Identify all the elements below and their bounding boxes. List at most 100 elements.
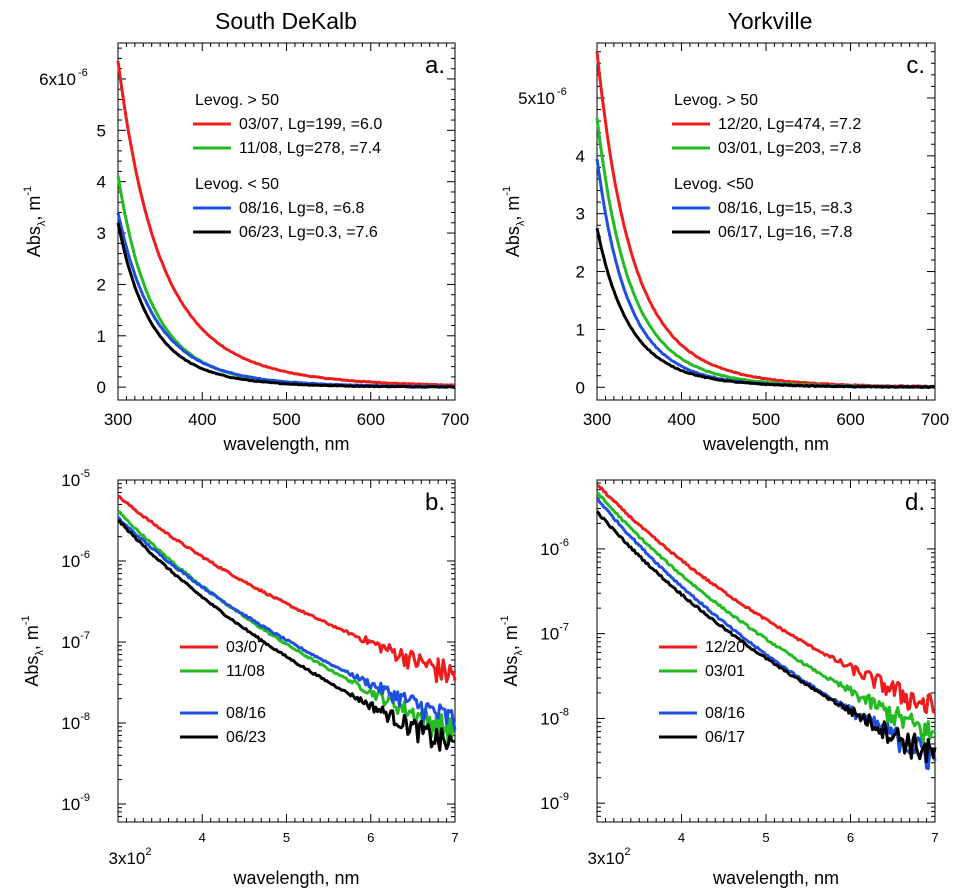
legend-group-title: Levog. > 50 — [674, 92, 758, 109]
y-axis-ticks — [118, 479, 455, 823]
legend-item-label: 08/16 — [226, 705, 266, 722]
legend-item-label: 08/16, Lg=15, =8.3 — [718, 200, 852, 217]
x-tick-label: 600 — [357, 410, 385, 429]
legend: 12/20 03/01 08/16 06/17 — [659, 639, 745, 746]
y-tick-label: 10-7 — [540, 622, 569, 644]
legend-group-title: Levog. <50 — [674, 176, 754, 193]
y-tick-label: 3 — [97, 224, 106, 243]
y-tick-label: 10-5 — [61, 468, 90, 490]
legend-item-label: 03/07 — [226, 639, 266, 656]
legend-item-label: 03/01, Lg=203, =7.8 — [718, 140, 861, 157]
legend-item-label: 06/17, Lg=16, =7.8 — [718, 224, 852, 241]
y-tick-label-exp: -6 — [78, 67, 88, 79]
legend: Levog. > 50 03/07, Lg=199, =6.0 11/08, Lg=… — [193, 92, 382, 241]
series-line-03-01 — [596, 491, 936, 744]
panel-letter: d. — [905, 489, 925, 516]
x-tick-label: 700 — [441, 410, 469, 429]
legend-item-label: 06/23, Lg=0.3, =7.6 — [239, 224, 378, 241]
y-tick-label: 1 — [97, 327, 106, 346]
x-tick-label: 5 — [283, 830, 290, 845]
y-tick-label: 4 — [576, 147, 585, 166]
x-tick-label: 400 — [188, 410, 216, 429]
x-tick-label: 7 — [931, 830, 938, 845]
legend-item-label: 08/16 — [705, 705, 745, 722]
panel-letter: a. — [425, 52, 445, 79]
x-axis-title: wavelength, nm — [222, 434, 349, 454]
x-axis-ticks — [596, 480, 936, 822]
panel-b: 3x102 4 5 6 7 wavelength, nm 10-5 10-6 10-7 10-8 1… — [20, 468, 459, 888]
y-axis-title: Absλ, m-1 — [501, 186, 527, 257]
y-tick-label: 1 — [576, 320, 585, 339]
y-tick-label: 4 — [97, 173, 106, 192]
x-tick-label: 3x102 — [588, 846, 631, 868]
series-line-06-23 — [116, 222, 456, 389]
x-axis-ticks — [117, 480, 456, 822]
x-tick-label: 700 — [921, 410, 949, 429]
y-tick-label: 0 — [576, 378, 585, 397]
y-tick-label: 3 — [576, 205, 585, 224]
panel-d: 3x102 4 5 6 7 wavelength, nm 10-6 10-7 10-8 10-9 A… — [499, 479, 939, 888]
x-axis-ticks — [596, 43, 936, 400]
legend-item-label: 03/07, Lg=199, =6.0 — [239, 116, 382, 133]
y-tick-label: 10-8 — [540, 706, 569, 728]
y-axis-ticks — [597, 482, 935, 823]
x-axis-title: wavelength, nm — [232, 868, 359, 888]
series-line-06-17 — [595, 510, 937, 764]
legend-item-label: 12/20 — [705, 639, 745, 656]
site-title-left-text: South DeKalb — [215, 8, 357, 34]
y-tick-label: 5 — [97, 121, 106, 140]
y-tick-label: 10-8 — [61, 711, 90, 733]
x-tick-label: 4 — [678, 830, 685, 845]
legend-item-label: 03/01 — [705, 663, 745, 680]
legend-item-label: 06/17 — [705, 729, 745, 746]
plot-frame — [596, 42, 936, 401]
y-tick-label: 6x10 — [39, 70, 76, 89]
panel-letter: c. — [906, 52, 925, 79]
y-tick-label: 2 — [576, 263, 585, 282]
legend-item-label: 12/20, Lg=474, =7.2 — [718, 116, 861, 133]
y-tick-label: 0 — [97, 378, 106, 397]
plot-frame — [117, 479, 456, 823]
legend-item-label: 08/16, Lg=8, =6.8 — [239, 200, 365, 217]
series-line-08-16 — [117, 516, 457, 731]
x-tick-label: 400 — [667, 410, 695, 429]
series-line-12-20 — [596, 483, 936, 714]
y-tick-label-exp: -6 — [557, 86, 567, 98]
y-tick-label: 5x10 — [518, 89, 555, 108]
legend-item-label: 11/08 — [226, 663, 265, 680]
site-title-right: Yorkville — [600, 8, 940, 35]
legend: Levog. > 50 12/20, Lg=474, =7.2 03/01, Lg=… — [672, 92, 861, 241]
series-line-03-07 — [117, 494, 457, 684]
panel-a: 300 400 500 600 700 wavelength, nm 0 1 2 3 4 5 6x10-… — [22, 42, 469, 454]
site-title-right-text: Yorkville — [727, 8, 813, 34]
site-title-left: South DeKalb — [0, 8, 572, 35]
y-tick-label: 10-6 — [61, 549, 90, 571]
series-line-08-16 — [595, 497, 937, 771]
y-tick-label: 10-7 — [61, 630, 90, 652]
legend-item-label: 11/08, Lg=278, =7.4 — [239, 140, 381, 157]
y-axis-title: Absλ, m-1 — [20, 615, 46, 686]
series-line-11-08 — [117, 509, 457, 747]
x-axis-title: wavelength, nm — [702, 434, 829, 454]
panel-letter: b. — [425, 489, 445, 516]
series-line-03-07 — [116, 60, 456, 387]
y-tick-label: 10-9 — [61, 792, 90, 814]
series-line-08-16 — [595, 158, 936, 389]
series-line-06-17 — [595, 227, 936, 389]
x-tick-label: 4 — [199, 830, 206, 845]
x-tick-label: 5 — [762, 830, 769, 845]
x-tick-label: 300 — [104, 410, 132, 429]
x-tick-label: 6 — [847, 830, 854, 845]
x-tick-label: 600 — [836, 410, 864, 429]
x-tick-label: 7 — [451, 830, 458, 845]
legend-item-label: 06/23 — [226, 729, 266, 746]
x-tick-label: 6 — [367, 830, 374, 845]
series-line-03-01 — [595, 118, 936, 389]
y-axis-title: Absλ, m-1 — [22, 186, 48, 257]
y-tick-label: 2 — [97, 275, 106, 294]
y-axis-title: Absλ, m-1 — [499, 615, 525, 686]
series-line-06-23 — [117, 519, 456, 752]
x-axis-title: wavelength, nm — [712, 868, 839, 888]
legend-group-title: Levog. < 50 — [195, 176, 279, 193]
